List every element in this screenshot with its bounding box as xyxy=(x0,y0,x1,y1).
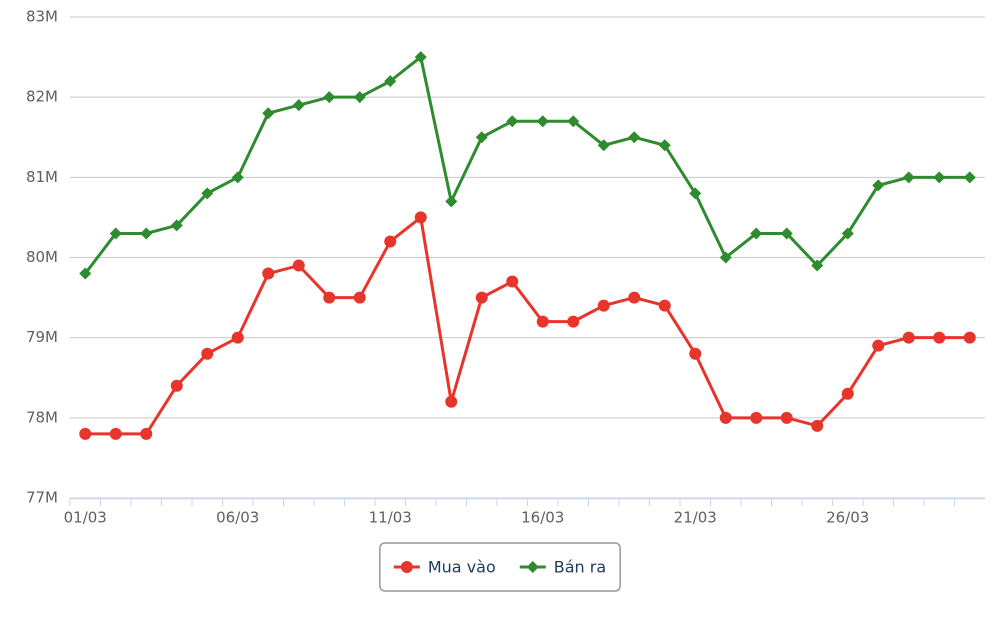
legend-item[interactable]: Mua vào xyxy=(393,558,496,577)
data-point xyxy=(872,179,885,192)
data-point xyxy=(79,267,92,280)
data-point xyxy=(811,419,824,432)
series xyxy=(79,51,976,280)
legend-item[interactable]: Bán ra xyxy=(519,558,606,577)
data-point xyxy=(780,227,793,240)
data-point xyxy=(414,51,427,64)
y-tick-label: 78M xyxy=(26,408,58,426)
legend-marker xyxy=(526,561,539,573)
data-point xyxy=(658,299,671,312)
x-tick-label: 06/03 xyxy=(216,509,259,527)
x-tick-label: 16/03 xyxy=(521,509,564,527)
data-point xyxy=(323,291,336,304)
data-point xyxy=(689,187,702,200)
y-tick-label: 79M xyxy=(26,328,58,346)
data-point xyxy=(658,139,671,152)
y-tick-label: 77M xyxy=(26,489,58,507)
legend-label: Bán ra xyxy=(554,558,606,577)
data-point xyxy=(140,427,153,440)
data-point xyxy=(933,331,946,344)
data-point xyxy=(384,235,397,248)
data-point xyxy=(231,171,244,184)
y-tick-label: 83M xyxy=(26,8,58,26)
legend-box xyxy=(379,542,621,592)
data-point xyxy=(963,171,976,184)
data-point xyxy=(140,227,153,240)
data-point xyxy=(750,411,763,424)
data-point xyxy=(292,99,305,112)
x-tick-label: 11/03 xyxy=(369,509,412,527)
y-tick-label: 81M xyxy=(26,168,58,186)
data-point xyxy=(628,131,641,144)
data-point xyxy=(841,227,854,240)
data-point xyxy=(414,211,427,224)
data-point xyxy=(445,395,458,408)
data-point xyxy=(567,315,580,328)
data-point xyxy=(445,195,458,208)
data-point xyxy=(536,315,549,328)
data-point xyxy=(109,427,122,440)
legend-marker xyxy=(400,561,413,573)
data-point xyxy=(902,171,915,184)
data-point xyxy=(201,347,214,360)
x-tick-label: 21/03 xyxy=(674,509,717,527)
series xyxy=(79,211,976,440)
data-point xyxy=(323,91,336,104)
data-point xyxy=(262,267,275,280)
data-point xyxy=(536,115,549,128)
data-point xyxy=(262,107,275,120)
data-point xyxy=(841,387,854,400)
y-tick-label: 80M xyxy=(26,248,58,266)
data-point xyxy=(597,299,610,312)
data-point xyxy=(780,411,793,424)
series-line xyxy=(85,215,970,436)
data-point xyxy=(933,171,946,184)
data-point xyxy=(353,291,366,304)
data-point xyxy=(292,259,305,272)
data-point xyxy=(567,115,580,128)
data-point xyxy=(109,227,122,240)
data-point xyxy=(597,139,610,152)
data-point xyxy=(719,251,732,264)
series-line xyxy=(84,55,970,275)
data-point xyxy=(79,427,92,440)
data-point xyxy=(475,131,488,144)
data-point xyxy=(170,379,183,392)
data-point xyxy=(872,339,885,352)
x-tick-label: 01/03 xyxy=(64,509,107,527)
x-tick-label: 26/03 xyxy=(826,509,869,527)
data-point xyxy=(963,331,976,344)
data-point xyxy=(506,115,519,128)
legend: Mua vào Bán ra xyxy=(379,542,621,592)
data-point xyxy=(170,219,183,232)
data-point xyxy=(811,259,824,272)
data-point xyxy=(689,347,702,360)
legend-label: Mua vào xyxy=(428,558,496,577)
data-point xyxy=(475,291,488,304)
data-point xyxy=(902,331,915,344)
data-point xyxy=(750,227,763,240)
data-point xyxy=(506,275,519,288)
data-point xyxy=(353,91,366,104)
y-tick-label: 82M xyxy=(26,88,58,106)
data-point xyxy=(719,411,732,424)
data-point xyxy=(384,75,397,88)
data-point xyxy=(201,187,214,200)
data-point xyxy=(628,291,641,304)
data-point xyxy=(231,331,244,344)
